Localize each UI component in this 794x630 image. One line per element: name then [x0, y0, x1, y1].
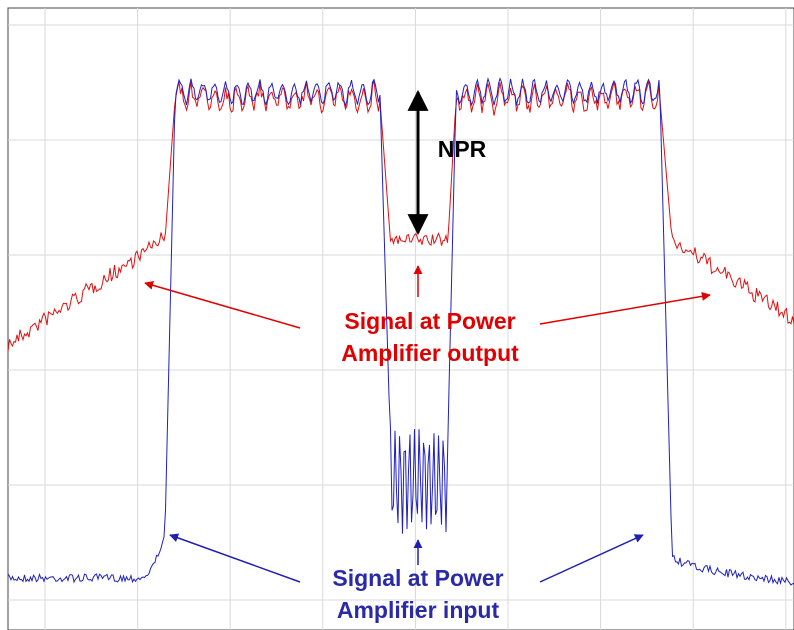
- output-label-1: Signal at Power: [344, 308, 515, 334]
- output-label-2: Amplifier output: [341, 340, 519, 366]
- input-label-1: Signal at Power: [332, 565, 503, 591]
- input-label-2: Amplifier input: [337, 597, 500, 623]
- npr-label: NPR: [438, 136, 487, 162]
- output-arrow-right: [539, 291, 711, 325]
- output-arrow-left: [144, 280, 301, 329]
- input-arrow-right: [539, 534, 644, 583]
- plot-frame: [7, 7, 794, 630]
- grid: [8, 8, 794, 630]
- input-arrow-left: [169, 533, 301, 583]
- output-trace: [7, 80, 794, 352]
- input-trace: [7, 76, 794, 586]
